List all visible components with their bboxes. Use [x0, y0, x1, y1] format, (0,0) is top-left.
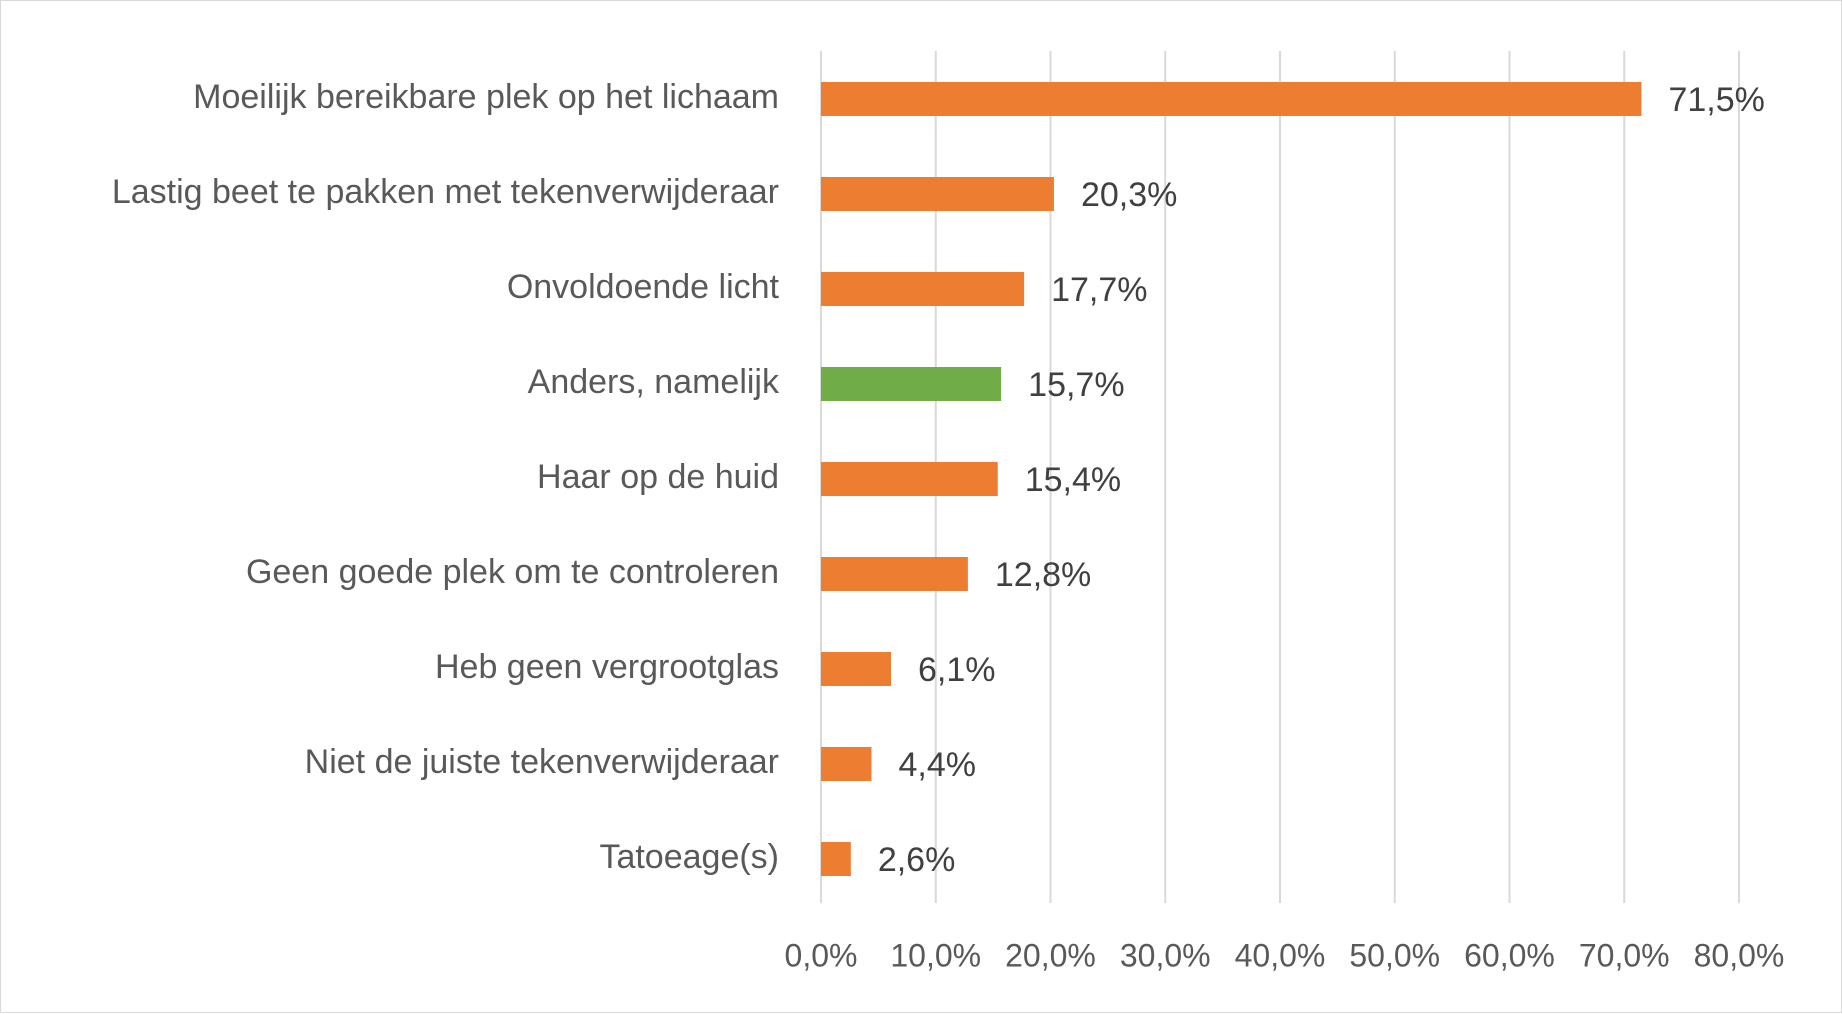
category-label: Moeilijk bereikbare plek op het lichaam [193, 78, 779, 116]
category-label: Onvoldoende licht [507, 268, 780, 306]
bar [821, 272, 1025, 306]
bar [821, 462, 998, 496]
category-label: Haar op de huid [537, 458, 779, 496]
value-label: 15,4% [1025, 461, 1121, 499]
x-tick-label: 30,0% [1120, 937, 1211, 973]
x-tick-label: 10,0% [890, 937, 981, 973]
category-label: Geen goede plek om te controleren [246, 553, 779, 591]
x-tick-label: 50,0% [1349, 937, 1440, 973]
bar [821, 842, 851, 876]
bar [821, 82, 1642, 116]
value-label: 4,4% [898, 746, 976, 784]
value-label: 20,3% [1081, 176, 1177, 214]
value-label: 6,1% [918, 651, 996, 689]
x-tick-label: 80,0% [1694, 937, 1785, 973]
category-label: Anders, namelijk [528, 363, 780, 401]
value-label: 17,7% [1051, 271, 1147, 309]
x-tick-label: 60,0% [1464, 937, 1555, 973]
category-labels: Moeilijk bereikbare plek op het lichaam L… [112, 78, 780, 876]
value-label: 71,5% [1668, 81, 1764, 119]
x-tick-label: 40,0% [1235, 937, 1326, 973]
bar [821, 367, 1002, 401]
category-label: Tatoeage(s) [599, 838, 779, 876]
value-label: 2,6% [878, 841, 956, 879]
bar [821, 747, 872, 781]
x-tick-label: 20,0% [1005, 937, 1096, 973]
category-label: Lastig beet te pakken met tekenverwijder… [112, 173, 779, 211]
bar [821, 652, 891, 686]
x-tick-label: 70,0% [1579, 937, 1670, 973]
value-labels: 71,5% 20,3% 17,7% 15,7% 15,4% 12,8% 6,1% 4,4% 2,… [878, 81, 1765, 879]
bars [821, 82, 1642, 876]
value-label: 12,8% [995, 556, 1091, 594]
bar [821, 177, 1054, 211]
value-label: 15,7% [1028, 366, 1124, 404]
x-tick-label: 0,0% [785, 937, 858, 973]
category-label: Niet de juiste tekenverwijderaar [305, 743, 779, 781]
category-label: Heb geen vergrootglas [435, 648, 779, 686]
x-axis-tick-labels: 0,0% 10,0% 20,0% 30,0% 40,0% 50,0% 60,0% 70,0% 8… [785, 937, 1785, 973]
bar [821, 557, 968, 591]
